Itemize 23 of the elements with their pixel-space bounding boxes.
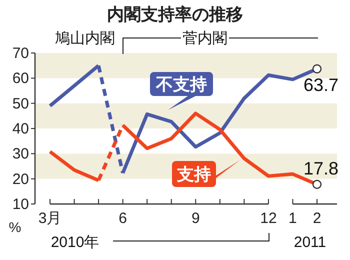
annotation: 63.7 bbox=[303, 74, 339, 95]
text: 2011 bbox=[294, 234, 326, 251]
text: 2010年 bbox=[50, 234, 100, 251]
x-tick-label: 1 bbox=[288, 210, 297, 227]
y-tick-label: 40 bbox=[12, 120, 29, 138]
y-tick-label: 50 bbox=[12, 95, 29, 112]
x-tick-label: 2 bbox=[312, 210, 322, 227]
y-tick-label: 10 bbox=[12, 196, 29, 213]
y-axis-title: % bbox=[8, 219, 22, 235]
x-tick-label: 9 bbox=[191, 210, 200, 227]
chart-title: 内閣支持率の推移 bbox=[107, 5, 243, 24]
y-tick-label: 60 bbox=[12, 70, 29, 88]
y-tick-label: 70 bbox=[12, 45, 29, 62]
text: 鳩山内閣 bbox=[55, 30, 115, 47]
text: 不支持 bbox=[155, 75, 207, 94]
x-tick-label: 12 bbox=[260, 210, 277, 227]
annotation: 17.8 bbox=[303, 158, 339, 178]
x-tick-label: 6 bbox=[118, 210, 127, 227]
text: 支持 bbox=[176, 165, 211, 184]
y-tick-label: 20 bbox=[12, 170, 29, 188]
text: 菅内閣 bbox=[182, 30, 228, 47]
x-tick-label: 3月 bbox=[38, 210, 62, 227]
y-tick-label: 30 bbox=[12, 146, 29, 163]
